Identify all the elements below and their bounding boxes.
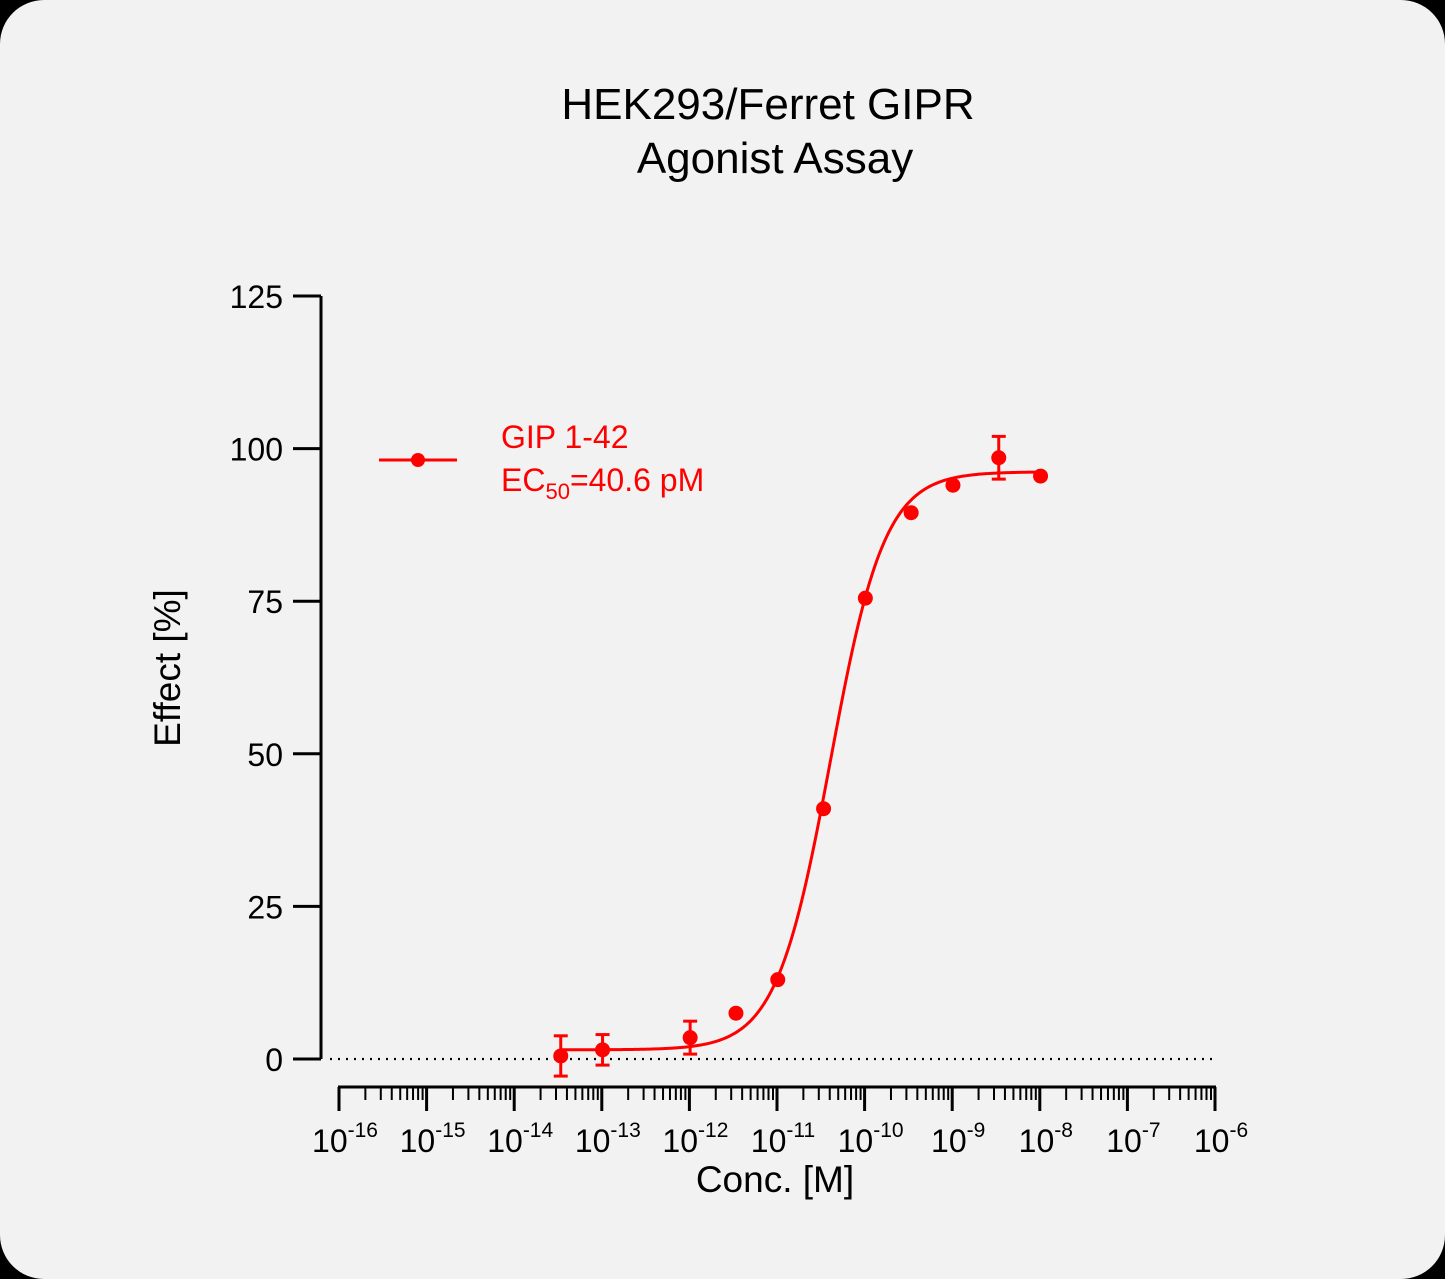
data-point [682, 1019, 698, 1056]
legend: GIP 1-42 EC50=40.6 pM [379, 419, 704, 504]
point-marker [553, 1048, 569, 1064]
data-point [595, 1033, 611, 1067]
point-marker [1033, 468, 1049, 484]
x-tick-label: 10-8 [1019, 1119, 1073, 1159]
x-axis: 10-16 10-15 10-14 10-13 10-12 10-11 10-10 10-9 1… [312, 1085, 1248, 1159]
y-axis: 0 25 50 75 100 125 [230, 279, 323, 1078]
x-tick-label: 10-14 [487, 1119, 553, 1159]
legend-ec50: EC50=40.6 pM [501, 462, 704, 504]
fit-curve [560, 470, 1041, 1052]
fit-curve-path [560, 470, 1041, 1052]
point-marker [595, 1042, 611, 1058]
data-point [991, 434, 1007, 481]
chart-title-line2: Agonist Assay [637, 134, 913, 183]
legend-ec50-prefix: EC [501, 462, 545, 498]
x-tick-label: 10-10 [838, 1119, 904, 1159]
x-tick-label: 10-16 [312, 1119, 378, 1159]
x-tick-label: 10-12 [662, 1119, 728, 1159]
legend-series-name: GIP 1-42 [501, 419, 628, 455]
point-marker [816, 801, 832, 817]
y-tick-label: 75 [247, 584, 283, 620]
data-point [553, 1034, 569, 1078]
data-point [1033, 468, 1049, 484]
x-tick-label: 10-9 [931, 1119, 985, 1159]
legend-ec50-sub: 50 [545, 479, 569, 504]
point-marker [770, 972, 786, 988]
data-point [903, 505, 919, 521]
y-tick-label: 50 [247, 737, 283, 773]
point-marker [857, 590, 873, 606]
y-axis-label: Effect [%] [147, 589, 188, 747]
y-tick-label: 0 [265, 1042, 283, 1078]
point-marker [991, 450, 1007, 466]
point-marker [945, 477, 961, 493]
x-tick-label: 10-15 [400, 1119, 466, 1159]
y-tick-label: 125 [230, 279, 283, 315]
x-axis-label: Conc. [M] [696, 1159, 854, 1200]
x-tick-label: 10-11 [751, 1119, 815, 1159]
point-marker [903, 505, 919, 521]
data-point [816, 801, 832, 817]
data-point [770, 972, 786, 988]
x-tick-label: 10-13 [575, 1119, 641, 1159]
data-point [945, 477, 961, 493]
data-point [857, 590, 873, 606]
point-marker [728, 1005, 744, 1021]
data-point [728, 1005, 744, 1021]
y-tick-label: 100 [230, 432, 283, 468]
legend-ec50-suffix: =40.6 pM [570, 462, 704, 498]
point-marker [682, 1030, 698, 1046]
data-points [553, 434, 1049, 1078]
x-tick-label: 10-6 [1194, 1119, 1248, 1159]
x-tick-label: 10-7 [1106, 1119, 1160, 1159]
legend-marker [411, 453, 425, 467]
chart-title-line1: HEK293/Ferret GIPR [561, 80, 974, 129]
y-tick-label: 25 [247, 889, 283, 925]
